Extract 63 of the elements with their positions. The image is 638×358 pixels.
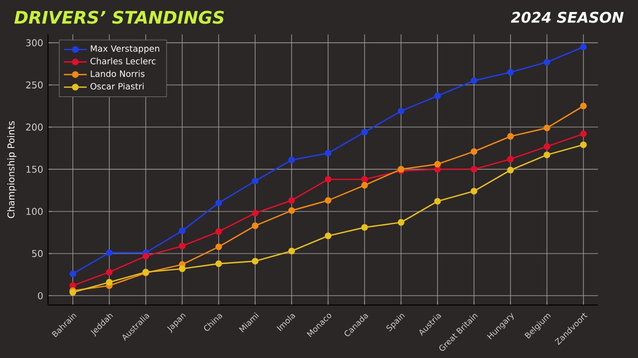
y-tick-label: 100 xyxy=(26,208,43,215)
point xyxy=(434,198,441,204)
point xyxy=(361,224,368,231)
legend-label: Max Verstappen xyxy=(90,45,160,54)
point xyxy=(288,247,295,254)
point xyxy=(252,210,259,216)
y-axis-title: Championship Points xyxy=(7,121,16,218)
point xyxy=(324,150,332,156)
point xyxy=(252,258,259,264)
point xyxy=(507,68,514,76)
point xyxy=(470,148,478,155)
point xyxy=(361,128,368,136)
point xyxy=(215,243,222,250)
point xyxy=(544,142,550,150)
legend-label: Charles Leclerc xyxy=(90,57,156,64)
point xyxy=(507,166,514,174)
y-tick-label: 150 xyxy=(26,165,43,173)
chart-title: DRIVERS’ STANDINGS xyxy=(14,10,224,24)
point xyxy=(288,206,295,214)
point xyxy=(580,43,587,50)
y-tick-label: 50 xyxy=(32,250,43,257)
y-tick-label: 0 xyxy=(38,292,43,300)
point xyxy=(361,176,368,182)
point xyxy=(324,196,332,204)
point xyxy=(142,252,150,260)
point xyxy=(544,124,550,132)
point xyxy=(215,199,222,206)
point xyxy=(507,156,514,162)
y-tick-label: 300 xyxy=(26,39,43,46)
point xyxy=(580,102,587,110)
legend-label: Lando Norris xyxy=(90,70,144,77)
y-tick-label: 200 xyxy=(26,123,43,130)
legend-label: Oscar Piastri xyxy=(90,82,144,90)
point xyxy=(288,156,295,164)
point xyxy=(215,228,222,235)
point xyxy=(580,130,587,137)
point xyxy=(215,260,222,267)
point xyxy=(324,232,332,239)
point xyxy=(398,218,404,226)
point xyxy=(106,268,113,276)
point xyxy=(178,242,186,250)
point xyxy=(544,151,550,158)
point xyxy=(178,227,186,234)
point xyxy=(361,182,368,188)
point xyxy=(178,265,186,272)
chart-subtitle: 2024 SEASON xyxy=(510,12,624,23)
point xyxy=(324,176,332,182)
point xyxy=(398,107,404,114)
point xyxy=(434,92,441,99)
point xyxy=(252,177,259,184)
point xyxy=(470,188,478,194)
point xyxy=(106,249,113,256)
point xyxy=(288,196,295,204)
point xyxy=(580,141,587,148)
y-tick-label: 250 xyxy=(26,81,43,88)
point xyxy=(470,77,478,84)
point xyxy=(106,278,113,286)
point xyxy=(544,58,550,66)
point xyxy=(69,270,76,277)
point xyxy=(252,222,259,229)
point xyxy=(470,166,478,172)
point xyxy=(434,160,441,168)
point xyxy=(507,132,514,140)
